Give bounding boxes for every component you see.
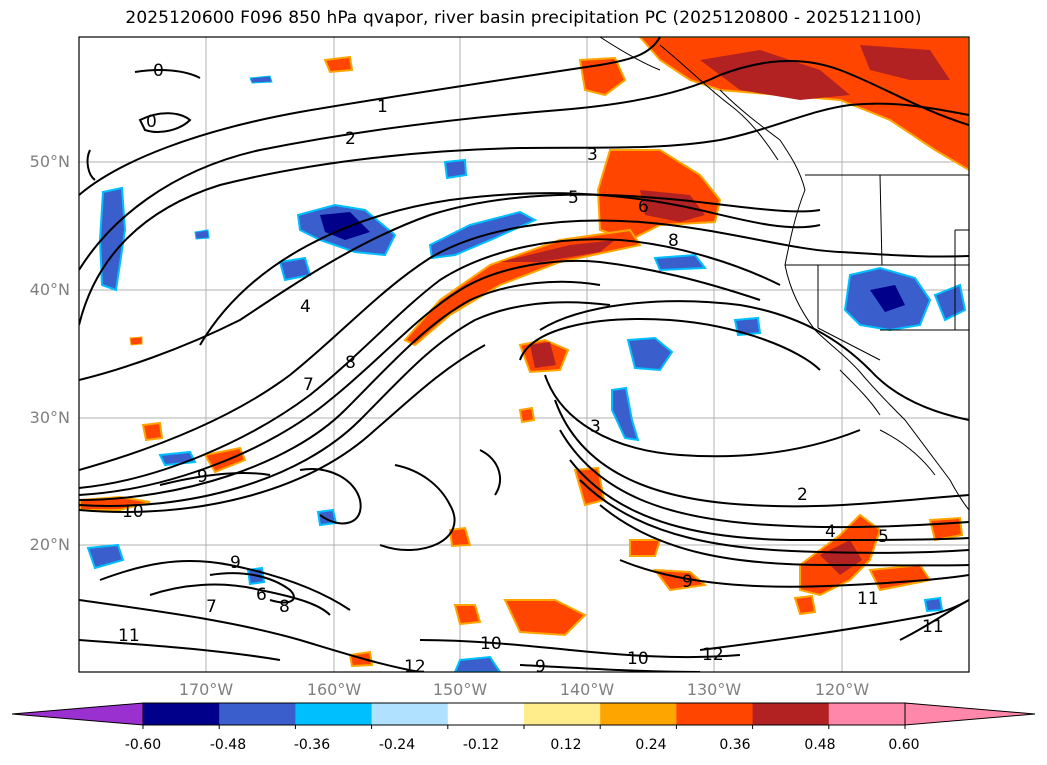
contour-label: 1 <box>377 97 388 117</box>
contour-label: 3 <box>587 145 598 165</box>
colorbar-bins <box>143 703 906 725</box>
colorbar-bin <box>600 703 677 725</box>
contour-label: 6 <box>638 197 649 217</box>
lon-label-120w: 120°W <box>814 680 870 699</box>
contour-label: 4 <box>825 522 836 542</box>
lat-label-40n: 40°N <box>29 280 70 299</box>
colorbar-bin <box>295 703 373 725</box>
colorbar-bin <box>371 703 449 725</box>
colorbar-tick-label: 0.60 <box>888 737 920 753</box>
colorbar-tick-label: 0.36 <box>719 737 751 753</box>
lat-label-20n: 20°N <box>29 535 70 554</box>
lon-label-130w: 130°W <box>686 680 742 699</box>
colorbar-tick-marks <box>142 725 906 729</box>
colorbar <box>11 702 1036 729</box>
lon-label-160w: 160°W <box>306 680 362 699</box>
contour-label: 6 <box>256 585 267 605</box>
contour-label: 11 <box>857 589 879 609</box>
contour-label: 10 <box>627 649 649 669</box>
contour-label: 9 <box>535 657 546 677</box>
lat-label-50n: 50°N <box>29 152 70 171</box>
lat-label-30n: 30°N <box>29 408 70 427</box>
qvapor-contours <box>79 37 969 672</box>
contour-label: 3 <box>590 417 601 437</box>
contour-label: 10 <box>122 502 144 522</box>
contour-label: 12 <box>404 657 426 677</box>
contour-labels: 0 0 1 2 3 5 6 8 4 7 8 9 10 3 2 4 5 9 11 … <box>118 61 944 677</box>
contour-label: 4 <box>300 297 311 317</box>
contour-label: 9 <box>197 467 208 487</box>
map-title: 2025120600 F096 850 hPa qvapor, river ba… <box>125 8 922 28</box>
colorbar-tick-label: -0.24 <box>378 737 416 753</box>
contour-label: 2 <box>345 129 356 149</box>
colorbar-tick-label: -0.60 <box>124 737 162 753</box>
colorbar-under-extension <box>11 702 144 726</box>
contour-label: 0 <box>146 112 157 132</box>
contour-label: 7 <box>206 597 217 617</box>
lon-label-140w: 140°W <box>559 680 615 699</box>
lon-label-170w: 170°W <box>178 680 234 699</box>
contour-label: 8 <box>668 231 679 251</box>
contour-label: 11 <box>118 626 140 646</box>
contour-label: 10 <box>480 634 502 654</box>
colorbar-bin <box>524 703 601 725</box>
colorbar-bin <box>676 703 754 725</box>
contour-label: 2 <box>797 485 808 505</box>
map-frame <box>78 36 970 673</box>
colorbar-tick-label: -0.48 <box>209 737 247 753</box>
colorbar-over-extension <box>904 702 1036 726</box>
colorbar-tick-label: 0.48 <box>804 737 836 753</box>
contour-label: 8 <box>279 597 290 617</box>
contour-label: 8 <box>345 353 356 373</box>
contour-label: 7 <box>303 375 314 395</box>
coastlines <box>599 37 969 511</box>
graticule <box>79 37 969 672</box>
contour-label: 9 <box>230 553 241 573</box>
contour-label: 5 <box>568 188 579 208</box>
colorbar-bin <box>219 703 296 725</box>
contour-label: 5 <box>878 527 889 547</box>
colorbar-bin <box>143 703 220 725</box>
colorbar-bin <box>752 703 830 725</box>
contour-label: 9 <box>682 572 693 592</box>
colorbar-tick-label: 0.12 <box>550 737 582 753</box>
contour-label: 0 <box>153 61 164 81</box>
contour-label: 11 <box>922 617 944 637</box>
lon-label-150w: 150°W <box>432 680 488 699</box>
colorbar-bin <box>447 703 525 725</box>
contour-label: 12 <box>702 645 724 665</box>
colorbar-tick-label: -0.36 <box>293 737 331 753</box>
colorbar-bin <box>828 703 906 725</box>
colorbar-tick-label: -0.12 <box>462 737 500 753</box>
colorbar-tick-label: 0.24 <box>635 737 667 753</box>
